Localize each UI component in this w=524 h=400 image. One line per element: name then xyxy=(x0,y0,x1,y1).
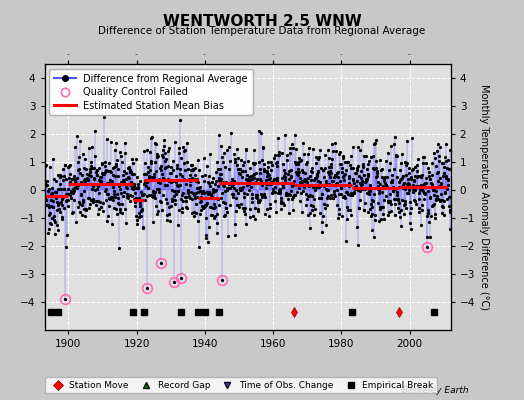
Text: Difference of Station Temperature Data from Regional Average: Difference of Station Temperature Data f… xyxy=(99,26,425,36)
Text: Berkeley Earth: Berkeley Earth xyxy=(402,386,469,395)
Legend: Station Move, Record Gap, Time of Obs. Change, Empirical Break: Station Move, Record Gap, Time of Obs. C… xyxy=(45,377,437,394)
Legend: Difference from Regional Average, Quality Control Failed, Estimated Station Mean: Difference from Regional Average, Qualit… xyxy=(49,69,253,115)
Y-axis label: Monthly Temperature Anomaly Difference (°C): Monthly Temperature Anomaly Difference (… xyxy=(479,84,489,310)
Text: WENTWORTH 2.5 WNW: WENTWORTH 2.5 WNW xyxy=(162,14,362,29)
